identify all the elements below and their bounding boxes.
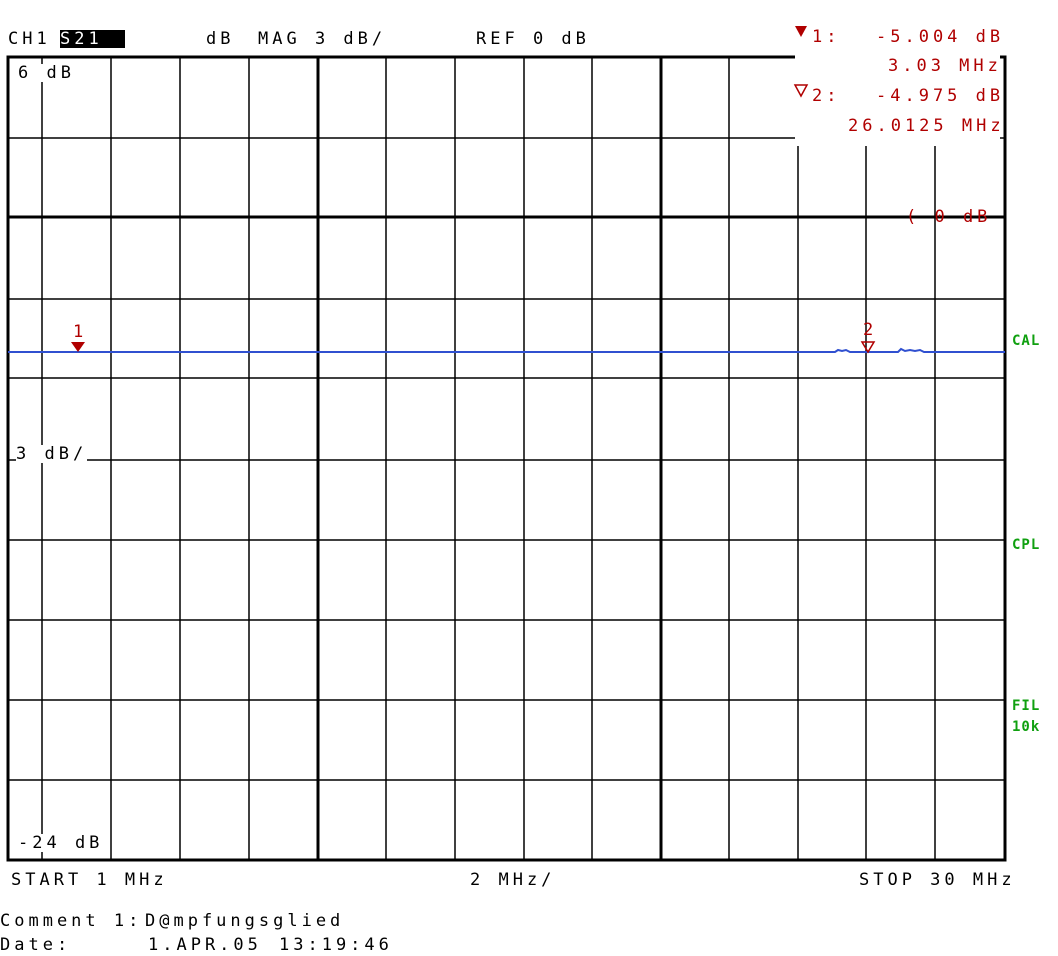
channel: CH1 [8,29,51,49]
comment-label: Comment 1: [0,911,143,931]
unit: dB [206,29,235,49]
trace [8,347,1005,353]
marker-id: 2 [863,320,878,340]
x-start: START 1 MHz [11,870,168,890]
y-scale: 3 dB/ [16,444,88,464]
marker-frequency: 3.03 MHz [888,56,1002,76]
reference-marker: ( 0 dB [906,207,992,227]
parameter: S21 [60,30,125,48]
y-bottom: -24 dB [18,833,104,853]
marker-value: -5.004 dB [876,27,1005,47]
date: 1.APR.05 [148,935,262,955]
side-label: CAL [1012,333,1041,349]
marker-box [795,20,1000,146]
marker-1 [71,342,85,352]
marker-2 [860,341,876,354]
marker-frequency: 26.0125 MHz [848,116,1005,136]
y-top: 6 dB [18,63,75,83]
side-label: CPL [1012,537,1041,553]
marker-label: 2: [812,86,841,106]
marker-2-icon [793,84,809,98]
marker-label: 1: [812,27,841,47]
x-scale: 2 MHz/ [470,870,556,890]
grid [6,55,1007,862]
x-stop: STOP 30 MHz [859,870,1016,890]
format: MAG 3 dB/ [258,29,387,49]
comment: D@mpfungsglied [145,911,345,931]
side-label: FIL [1012,698,1041,714]
marker-id: 1 [73,322,88,342]
reference: REF 0 dB [476,29,590,49]
date-label: Date: [0,935,72,955]
side-label: 10k [1012,719,1041,735]
time: 13:19:46 [279,935,393,955]
marker-value: -4.975 dB [876,86,1005,106]
marker-1-icon [795,26,807,37]
